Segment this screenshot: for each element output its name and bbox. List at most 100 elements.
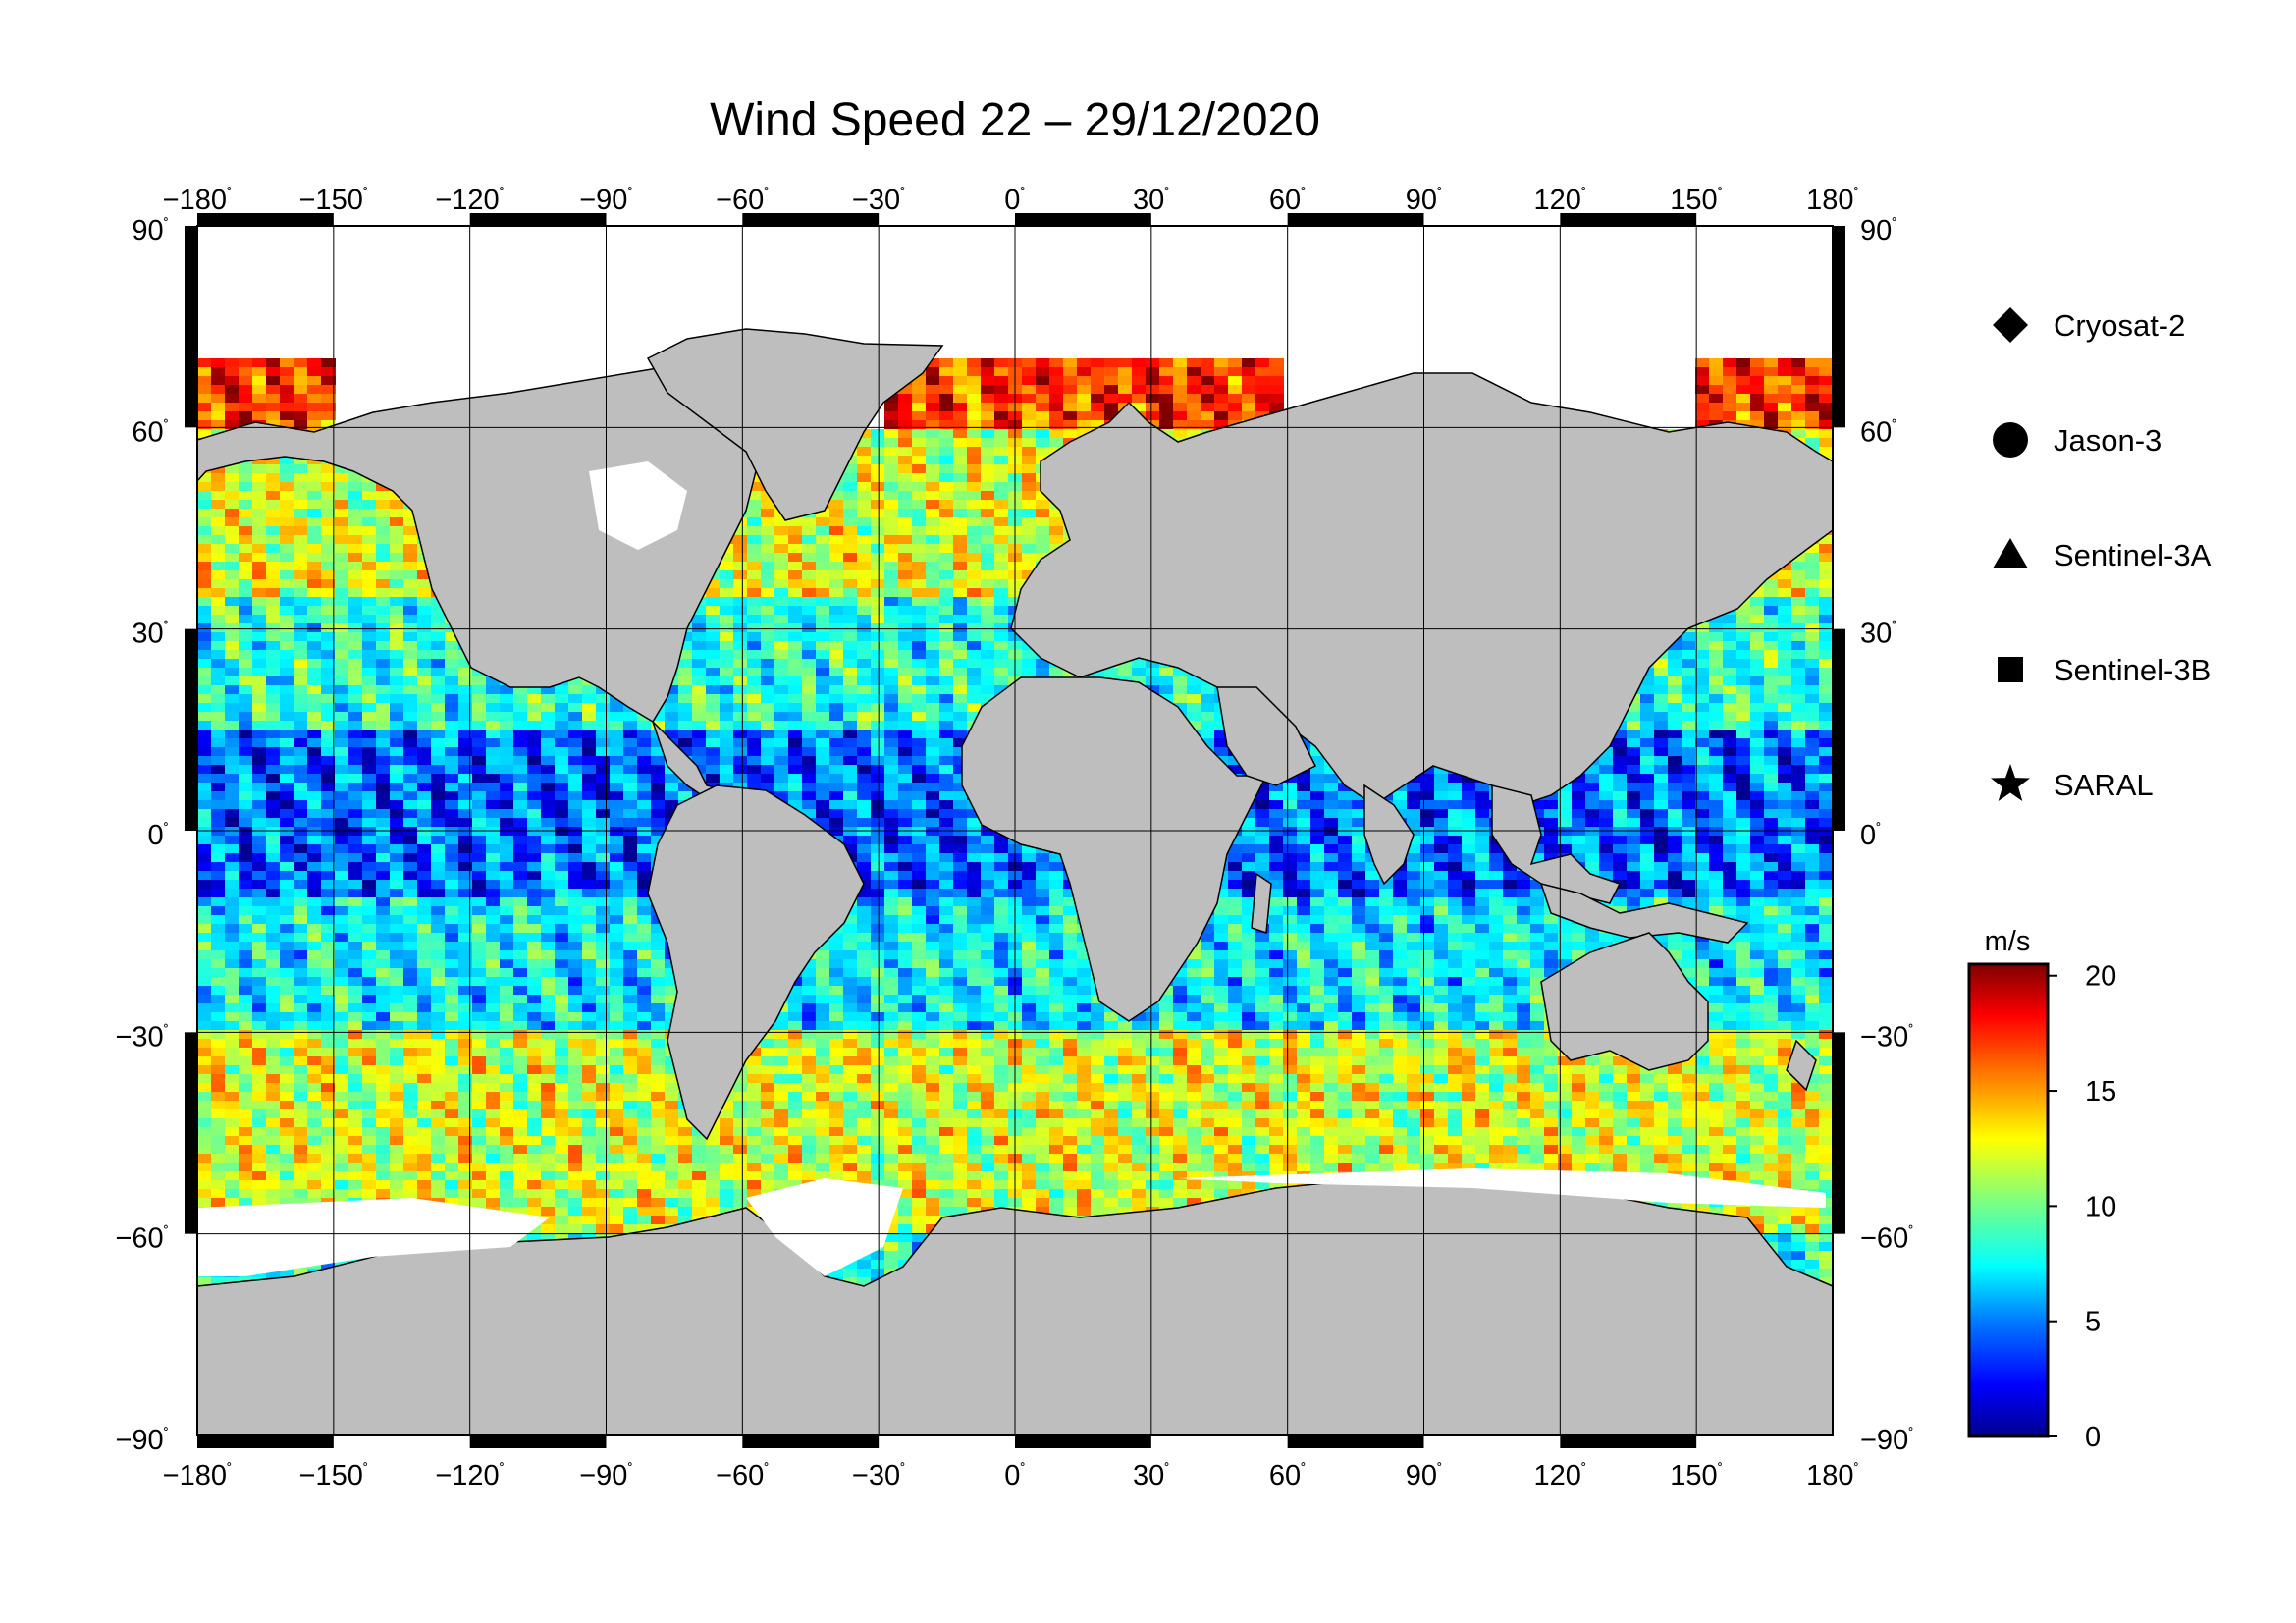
wind-cell <box>623 738 638 748</box>
wind-cell <box>692 712 707 722</box>
wind-cell <box>1778 668 1792 677</box>
wind-cell <box>994 509 1009 518</box>
wind-cell <box>994 438 1009 448</box>
wind-cell <box>472 685 487 695</box>
wind-cell <box>321 597 336 607</box>
wind-cell <box>294 358 308 368</box>
wind-cell <box>1805 747 1820 757</box>
wind-cell <box>582 712 597 722</box>
wind-cell <box>926 447 940 457</box>
wind-cell <box>1723 632 1737 642</box>
wind-cell <box>348 650 363 660</box>
wind-cell <box>294 473 308 483</box>
wind-cell <box>527 694 542 704</box>
wind-cell <box>953 747 968 757</box>
wind-cell <box>225 473 240 483</box>
wind-cell <box>967 491 982 501</box>
wind-cell <box>1819 447 1833 457</box>
wind-cell <box>266 491 281 501</box>
wind-cell <box>1077 411 1092 421</box>
wind-cell <box>1750 615 1765 624</box>
wind-cell <box>761 721 775 730</box>
wind-cell <box>1736 685 1751 695</box>
wind-cell <box>1778 694 1792 704</box>
wind-cell <box>1036 526 1050 536</box>
wind-cell <box>843 659 858 669</box>
wind-cell <box>1778 747 1792 757</box>
wind-cell <box>637 730 652 739</box>
wind-cell <box>692 615 707 624</box>
wind-cell <box>637 756 652 766</box>
wind-cell <box>912 429 927 439</box>
wind-cell <box>1640 685 1655 695</box>
wind-cell <box>211 411 226 421</box>
wind-cell <box>1736 721 1751 730</box>
wind-cell <box>761 562 775 571</box>
wind-cell <box>362 509 377 518</box>
wind-cell <box>939 685 954 695</box>
wind-cell <box>568 694 583 704</box>
wind-cell <box>939 597 954 607</box>
wind-cell <box>637 747 652 757</box>
wind-cell <box>857 482 872 492</box>
wind-cell <box>912 456 927 465</box>
wind-cell <box>953 597 968 607</box>
wind-cell <box>898 509 913 518</box>
wind-cell <box>1764 597 1779 607</box>
wind-cell <box>403 659 418 669</box>
wind-cell <box>994 358 1009 368</box>
wind-cell <box>1764 668 1779 677</box>
wind-cell <box>417 703 432 713</box>
wind-cell <box>871 659 885 669</box>
wind-cell <box>197 473 212 483</box>
wind-cell <box>225 703 240 713</box>
wind-cell <box>252 588 267 598</box>
wind-cell <box>816 526 830 536</box>
wind-cell <box>1819 623 1833 633</box>
wind-cell <box>348 623 363 633</box>
wind-cell <box>335 606 349 616</box>
wind-cell <box>1146 394 1160 404</box>
wind-cell <box>1201 721 1215 730</box>
wind-cell <box>994 650 1009 660</box>
wind-cell <box>1022 500 1037 510</box>
wind-cell <box>884 553 899 563</box>
wind-cell <box>788 623 803 633</box>
wind-cell <box>939 659 954 669</box>
wind-cell <box>596 703 611 713</box>
wind-cell <box>1791 641 1806 651</box>
wind-cell <box>1091 411 1105 421</box>
wind-cell <box>1159 676 1174 686</box>
wind-cell <box>1805 553 1820 563</box>
wind-cell <box>1778 579 1792 589</box>
wind-cell <box>939 403 954 412</box>
wind-cell <box>747 659 762 669</box>
wind-cell <box>307 411 322 421</box>
wind-cell <box>211 509 226 518</box>
wind-cell <box>1709 632 1724 642</box>
wind-cell <box>280 668 294 677</box>
wind-cell <box>1063 367 1078 377</box>
wind-cell <box>761 535 775 545</box>
wind-cell <box>926 738 940 748</box>
wind-cell <box>445 703 459 713</box>
wind-cell <box>1022 358 1037 368</box>
wind-cell <box>733 535 748 545</box>
wind-cell <box>321 464 336 474</box>
wind-cell <box>912 588 927 598</box>
wind-cell <box>1627 703 1641 713</box>
wind-cell <box>843 517 858 527</box>
wind-cell <box>280 703 294 713</box>
wind-cell <box>953 588 968 598</box>
wind-cell <box>1805 394 1820 404</box>
wind-cell <box>678 676 693 686</box>
wind-cell <box>884 491 899 501</box>
wind-cell <box>1036 509 1050 518</box>
wind-cell <box>884 676 899 686</box>
wind-cell <box>1613 756 1628 766</box>
wind-cell <box>953 703 968 713</box>
wind-cell <box>294 500 308 510</box>
wind-cell <box>362 738 377 748</box>
wind-cell <box>1764 367 1779 377</box>
wind-cell <box>417 570 432 580</box>
